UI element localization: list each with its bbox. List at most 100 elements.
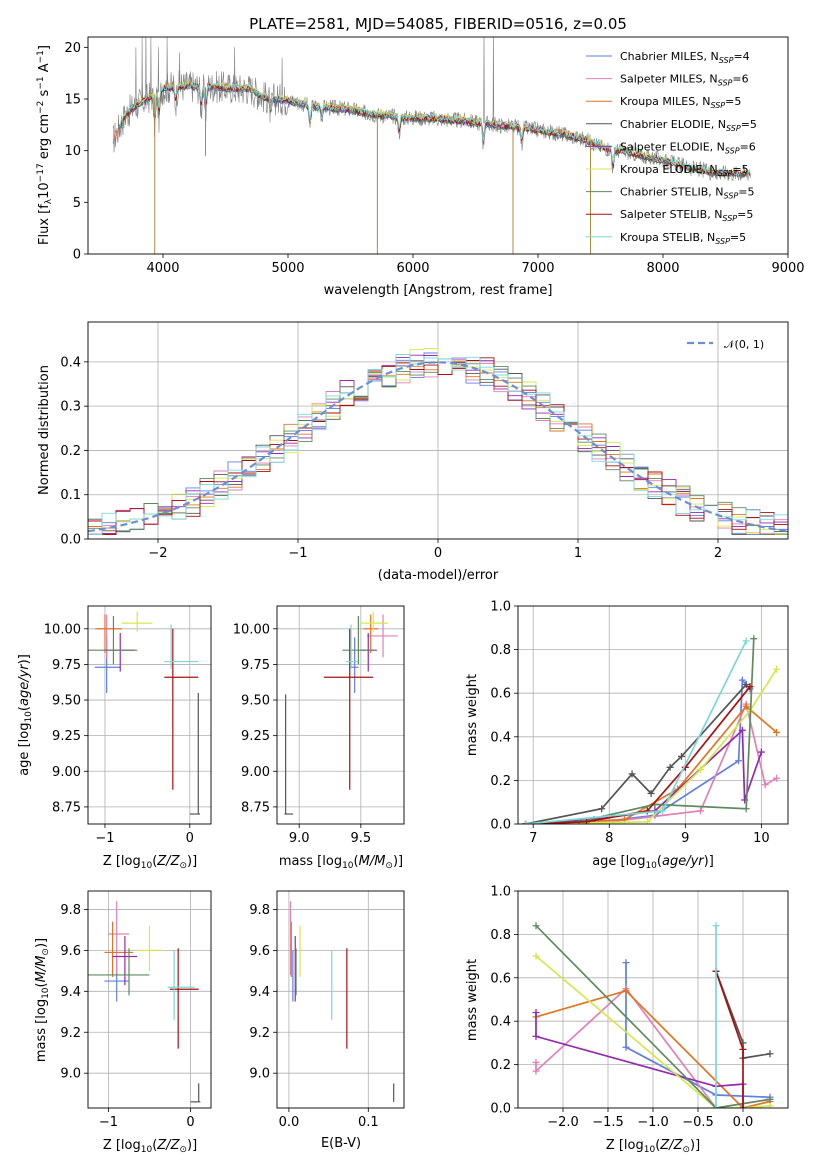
- label-part: ⊙: [41, 948, 51, 956]
- legend-sub: SSP: [726, 124, 741, 133]
- mass-weight-line-chabrier-stelib: [535, 925, 771, 1108]
- legend-entry: Salpeter ELODIE, NSSP=6: [620, 140, 756, 155]
- y-tick-label: 0.1: [60, 488, 81, 503]
- mass-weight-marker: [622, 987, 630, 995]
- x-tick-label: 1: [574, 546, 582, 561]
- y-tick-label: 9.8: [249, 903, 270, 918]
- mass-metallicity-axes: −1 09.09.29.49.69.8Z [log10(Z/Z⊙)]mass [l…: [34, 890, 212, 1155]
- x-tick-label: 8000: [646, 261, 679, 276]
- model-spectrum-kroupa-stelib: [118, 81, 751, 177]
- residual-histogram-kroupa-stelib: [88, 354, 788, 536]
- legend-suffix: =5: [741, 118, 757, 131]
- label-part: ]: [37, 45, 52, 50]
- y-axis-label: mass weight: [465, 959, 480, 1041]
- label-part: (: [17, 706, 32, 711]
- label-part: )]: [393, 854, 403, 869]
- mass-weight-marker: [598, 805, 606, 813]
- mass-weight-marker: [773, 728, 781, 736]
- legend-text: Chabrier ELODIE, N: [620, 118, 726, 131]
- plot-area: [277, 606, 404, 824]
- x-tick-label: 6000: [396, 261, 429, 276]
- legend-entry: Chabrier MILES, NSSP=4: [620, 50, 750, 65]
- mass-weight-marker: [739, 1045, 747, 1053]
- label-part: Z [log: [606, 1138, 644, 1153]
- mass-weight-line-kroupa-miles: [535, 989, 771, 1108]
- label-part: Z/Z: [659, 1138, 683, 1153]
- label-part: λ: [44, 198, 54, 204]
- mass-weight-marker: [712, 922, 720, 930]
- legend-sub: SSP: [724, 192, 739, 201]
- y-tick-label: 9.6: [60, 944, 81, 959]
- y-tick-label: 9.25: [52, 729, 81, 744]
- x-tick-label: 2: [714, 546, 722, 561]
- y-tick-label: 0.4: [490, 1015, 511, 1030]
- y-tick-label: 0.8: [490, 928, 511, 943]
- label-part: A: [37, 63, 52, 76]
- label-part: ⊙: [385, 861, 393, 871]
- legend-entry: Chabrier ELODIE, NSSP=5: [620, 118, 757, 133]
- mass-weight-marker: [622, 959, 630, 967]
- x-axis-label: Z [log10(Z/Z⊙)]: [103, 1138, 197, 1155]
- label-part: ⊙: [179, 1145, 187, 1155]
- legend-sub: SSP: [715, 237, 730, 246]
- mass-weight-marker: [532, 952, 540, 960]
- mass-weight-marker: [742, 702, 750, 710]
- y-tick-label: 0.8: [490, 643, 511, 658]
- y-axis-label: Normed distribution: [37, 365, 52, 495]
- mass-weight-marker: [738, 676, 746, 684]
- model-spectrum-chabrier-stelib: [118, 83, 751, 179]
- y-tick-label: 9.50: [52, 694, 81, 709]
- y-tick-label: 9.6: [249, 944, 270, 959]
- legend-text: Salpeter ELODIE, N: [620, 140, 725, 153]
- x-tick-label: −2.0: [547, 1115, 579, 1130]
- plot-area: [277, 891, 404, 1108]
- axes-frame: [276, 605, 405, 825]
- label-part: (: [34, 982, 49, 987]
- x-tick-label: 0.0: [733, 1115, 754, 1130]
- x-tick-label: 10: [753, 831, 770, 846]
- x-tick-label: −1: [95, 831, 114, 846]
- plot-area: [518, 606, 788, 824]
- x-axis-label: (data-model)/error: [378, 568, 499, 583]
- mass-weight-metallicity-axes: −2.0 −1.5 −1.0 −0.5 0.0 0.0 0.2 0.4 0.6 0.8 1.0 Z […: [465, 885, 789, 1155]
- mass-weight-marker: [622, 1043, 630, 1051]
- label-part: Z/Z: [156, 1138, 180, 1153]
- age-mass-axes: 9.0 9.5 8.75 9.00 9.25 9.50 9.75 10.00 mass [log…: [233, 605, 405, 871]
- label-part: )]: [690, 1138, 700, 1153]
- x-tick-label: −0.5: [682, 1115, 714, 1130]
- legend-entry: Salpeter STELIB, NSSP=5: [620, 208, 753, 223]
- x-tick-label: −2: [148, 546, 167, 561]
- label-part: )]: [34, 938, 49, 948]
- label-part: Z [log: [103, 854, 141, 869]
- mass-weight-marker: [742, 680, 750, 688]
- legend-text: Kroupa STELIB, N: [620, 231, 715, 244]
- x-axis-label: age [log10(age/yr)]: [592, 854, 714, 871]
- mass-weight-marker: [532, 922, 540, 930]
- x-axis-label: wavelength [Angstrom, rest frame]: [324, 283, 553, 298]
- y-tick-label: 0.4: [60, 355, 81, 370]
- x-tick-label: 0: [186, 1115, 194, 1130]
- mass-weight-marker: [532, 1009, 540, 1017]
- label-part: )]: [187, 854, 197, 869]
- x-tick-label: 9: [681, 831, 689, 846]
- y-tick-label: 9.00: [52, 765, 81, 780]
- label-part: mass [log: [279, 854, 342, 869]
- legend-text: Chabrier MILES, N: [620, 50, 719, 63]
- y-tick-label: 10: [64, 144, 81, 159]
- mass-weight-marker: [666, 763, 674, 771]
- mass-weight-marker: [659, 807, 667, 815]
- legend-text: Salpeter STELIB, N: [620, 208, 722, 221]
- label-part: 10: [141, 1145, 153, 1155]
- x-tick-label: −1.5: [592, 1115, 624, 1130]
- label-part: ⊙: [179, 861, 187, 871]
- mass-weight-marker: [678, 752, 686, 760]
- axes-frame: [517, 605, 789, 825]
- y-tick-label: 10.00: [233, 622, 270, 637]
- mass-weight-marker: [757, 748, 765, 756]
- y-tick-label: 0.0: [60, 533, 81, 548]
- mass-weight-marker: [766, 1050, 774, 1058]
- y-tick-label: 9.0: [60, 1067, 81, 1082]
- label-part: (: [655, 1138, 660, 1153]
- mass-weight-marker: [643, 818, 651, 824]
